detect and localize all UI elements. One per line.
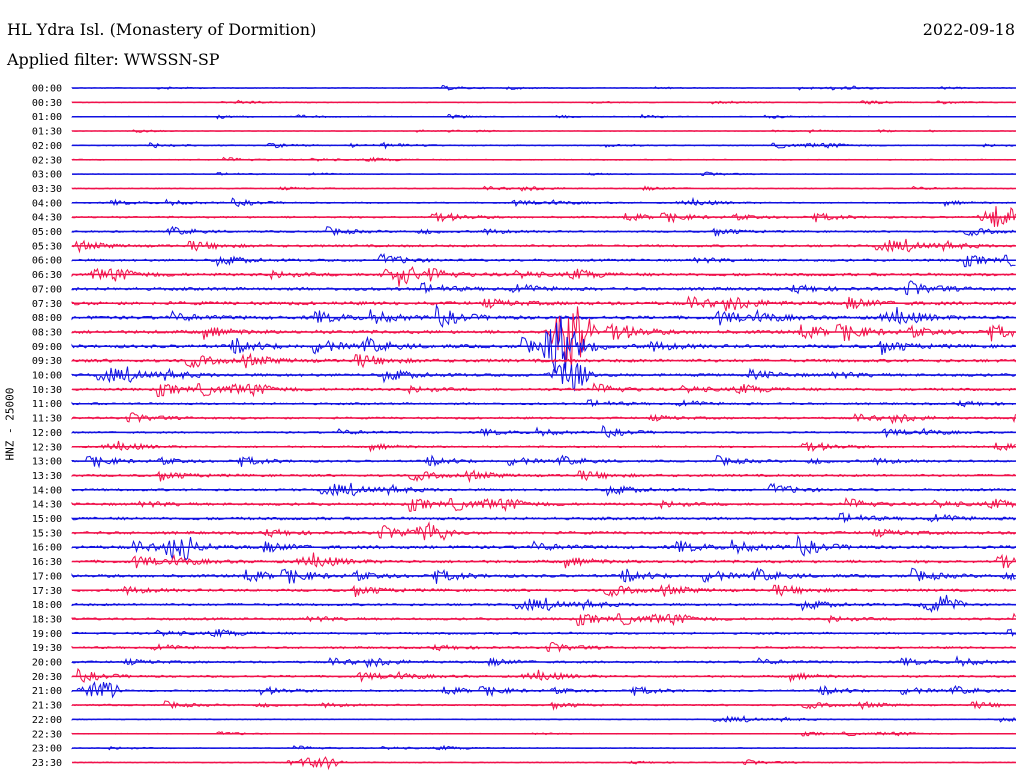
seismic-trace [71,612,1016,627]
row-time-label: 06:00 [32,256,62,267]
row-time-label: 14:30 [32,500,62,511]
row-time-label: 05:30 [32,241,62,252]
row-time-label: 18:00 [32,600,62,611]
seismic-trace [71,363,1016,392]
row-time-label: 21:00 [32,686,62,697]
seismic-trace [71,280,1016,296]
row-time-label: 04:00 [32,198,62,209]
record-date: 2022-09-18 [922,20,1015,39]
row-time-label: 02:00 [32,141,62,152]
row-time-label: 01:30 [32,127,62,138]
seismic-trace [71,521,1016,541]
filter-label: Applied filter: WWSSN-SP [7,50,220,69]
row-time-label: 17:00 [32,571,62,582]
row-time-label: 03:00 [32,170,62,181]
row-time-label: 03:30 [32,184,62,195]
row-time-label: 00:00 [32,84,62,95]
seismic-trace [71,265,1016,287]
row-time-label: 01:00 [32,112,62,123]
seismic-trace [71,512,1016,524]
row-time-label: 04:30 [32,213,62,224]
row-time-label: 18:30 [32,614,62,625]
row-time-label: 19:00 [32,629,62,640]
station-title: HL Ydra Isl. (Monastery of Dormition) [7,20,317,39]
row-time-label: 21:30 [32,701,62,712]
seismic-trace [71,497,1016,513]
row-time-label: 19:30 [32,643,62,654]
row-time-label: 10:00 [32,371,62,382]
seismic-trace [71,306,1016,368]
row-time-label: 11:30 [32,414,62,425]
seismic-trace [71,667,1016,684]
seismic-trace [71,594,1016,613]
row-time-label: 06:30 [32,270,62,281]
row-time-label: 09:00 [32,342,62,353]
seismic-trace [71,566,1016,584]
row-time-label: 07:30 [32,299,62,310]
row-time-label: 15:30 [32,528,62,539]
row-time-label: 14:00 [32,485,62,496]
row-time-label: 05:00 [32,227,62,238]
row-time-label: 23:30 [32,758,62,769]
row-time-label: 23:00 [32,744,62,755]
row-time-label: 16:00 [32,543,62,554]
row-time-label: 20:30 [32,672,62,683]
row-time-label: 16:30 [32,557,62,568]
seismic-trace [71,534,1016,561]
row-time-label: 10:30 [32,385,62,396]
seismic-trace [71,440,1016,453]
seismic-trace [71,424,1016,439]
seismic-trace [71,681,1016,699]
row-time-label: 11:00 [32,399,62,410]
row-time-label: 02:30 [32,155,62,166]
seismic-trace [71,315,1016,374]
row-time-label: 22:30 [32,729,62,740]
row-time-label: 17:30 [32,586,62,597]
row-time-label: 00:30 [32,98,62,109]
row-time-label: 12:00 [32,428,62,439]
row-time-label: 20:00 [32,658,62,669]
row-time-label: 08:30 [32,327,62,338]
seismic-trace [71,295,1016,312]
row-time-label: 09:30 [32,356,62,367]
row-time-label: 22:00 [32,715,62,726]
row-time-label: 07:00 [32,284,62,295]
row-time-label: 15:00 [32,514,62,525]
row-time-label: 08:00 [32,313,62,324]
seismic-trace [71,303,1016,328]
row-time-label: 13:30 [32,471,62,482]
row-time-label: 13:00 [32,457,62,468]
row-time-label: 12:30 [32,442,62,453]
seismic-trace [71,552,1016,569]
